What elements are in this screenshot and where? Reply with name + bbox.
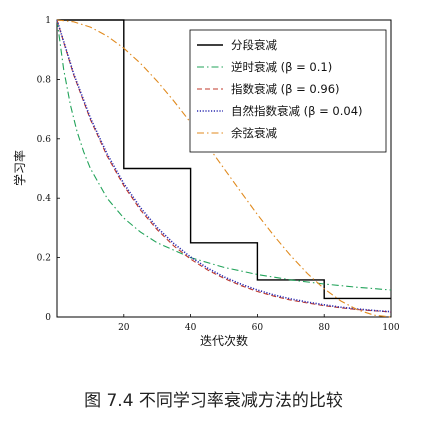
legend-entry: 余弦衰减 — [231, 126, 277, 140]
x-tick-label: 60 — [252, 323, 264, 333]
figure-caption: 图 7.4 不同学习率衰减方法的比较 — [84, 391, 343, 411]
legend-box — [189, 29, 387, 153]
series-lines — [56, 19, 392, 318]
series-line-2 — [56, 19, 392, 291]
x-tick-label: 100 — [382, 323, 399, 333]
y-axis-title: 学习率 — [12, 150, 27, 186]
plot-frame — [56, 19, 392, 318]
lr-decay-chart: 20 40 60 80 100 0 0.2 0.4 0.6 0.8 1 迭代次数 学习率 分段衰减… — [12, 16, 400, 348]
legend-entry: 自然指数衰减 (β = 0.04) — [231, 104, 363, 118]
y-tick-label: 0.4 — [37, 194, 52, 204]
x-tick-label: 20 — [118, 323, 130, 333]
y-ticks: 0 0.2 0.4 0.6 0.8 1 — [37, 16, 60, 323]
y-tick-label: 0 — [45, 313, 51, 323]
x-tick-label: 40 — [185, 323, 197, 333]
y-tick-label: 0.2 — [37, 254, 51, 264]
x-tick-label: 80 — [318, 323, 330, 333]
x-axis-title: 迭代次数 — [200, 333, 248, 348]
series-line-5 — [56, 19, 392, 318]
legend-entry: 分段衰减 — [231, 38, 277, 52]
series-line-4 — [56, 19, 392, 313]
y-tick-label: 1 — [45, 16, 51, 26]
y-tick-label: 0.8 — [37, 75, 52, 85]
legend-entry: 逆时衰减 (β = 0.1) — [231, 60, 332, 74]
y-tick-label: 0.6 — [37, 135, 52, 145]
x-ticks: 20 40 60 80 100 — [118, 314, 400, 333]
legend-entry: 指数衰减 (β = 0.96) — [231, 82, 340, 96]
